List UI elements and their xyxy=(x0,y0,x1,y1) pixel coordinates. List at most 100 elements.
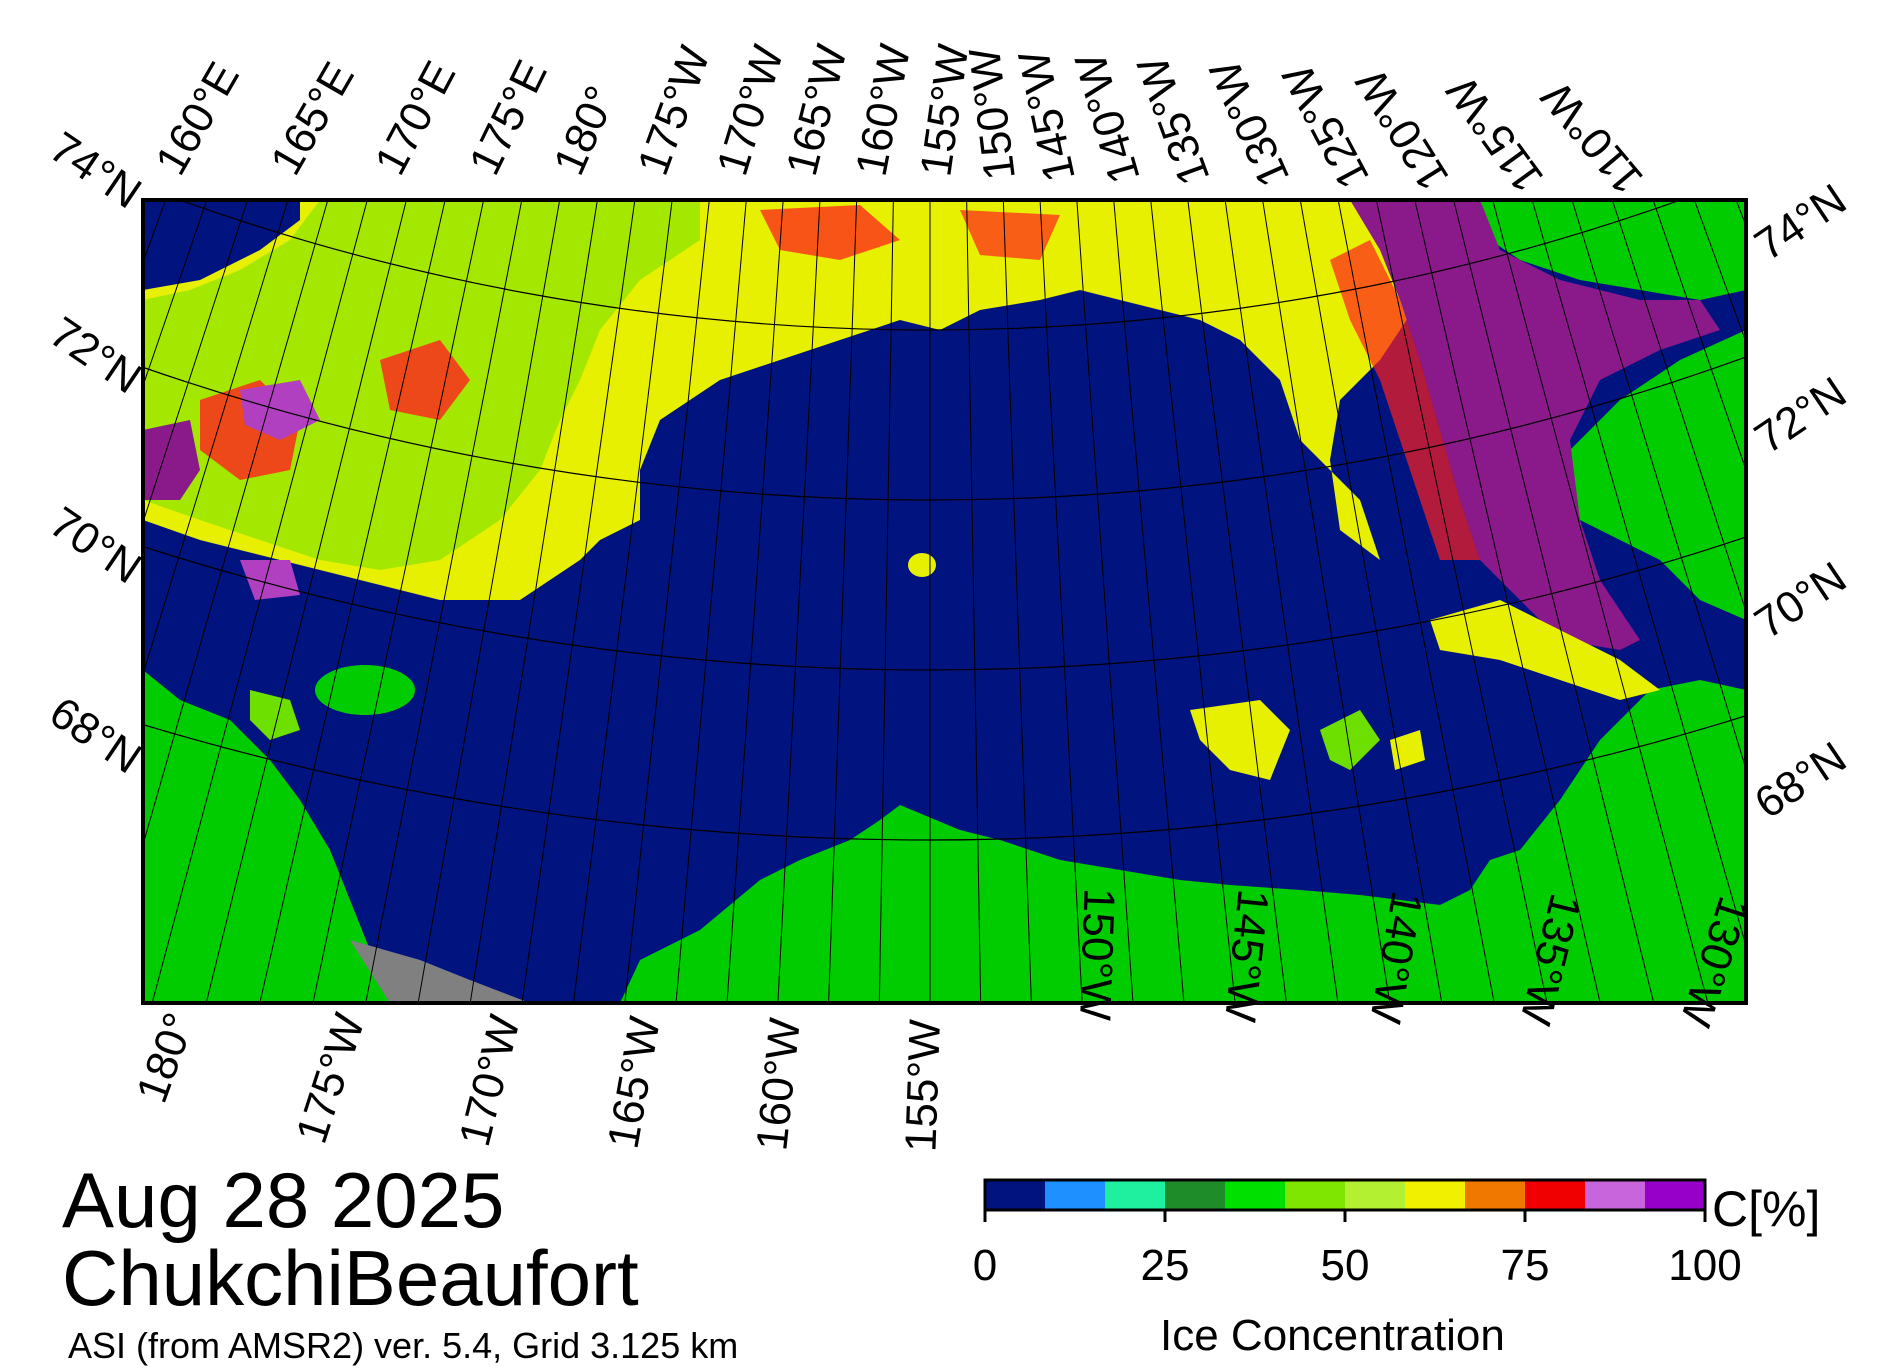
ice-floe-1 xyxy=(1190,700,1290,780)
ice-red-patch-3 xyxy=(760,205,900,260)
region-label: ChukchiBeaufort xyxy=(62,1234,639,1322)
meridian-line xyxy=(1531,200,1746,948)
colorbar-swatch xyxy=(1585,1180,1646,1210)
meridian-line xyxy=(1039,200,1083,1003)
ice-beaufort-purple xyxy=(1350,200,1720,650)
meridian-line xyxy=(1880,0,1890,871)
bottom-longitude-label: 165°W xyxy=(599,1013,670,1152)
left-latitude-label: 70°N xyxy=(41,498,150,594)
colorbar-tick-label: 25 xyxy=(1141,1241,1190,1290)
ice-floe-chukchi xyxy=(250,690,300,740)
colorbar: 0 25 50 75 100 xyxy=(973,1178,1742,1290)
meridian-line xyxy=(878,200,894,1003)
land-chukotka xyxy=(143,670,390,1003)
colorbar-swatch xyxy=(1405,1180,1466,1210)
right-latitude-label: 68°N xyxy=(1746,733,1855,829)
right-latitude-label: 72°N xyxy=(1746,368,1855,464)
ice-floe-small xyxy=(908,553,936,577)
meridian-line xyxy=(624,200,710,1003)
left-latitude-labels: 74°N 72°N 70°N 68°N xyxy=(41,123,150,784)
colorbar-swatch xyxy=(1645,1180,1706,1210)
meridian-line xyxy=(1492,200,1709,1003)
colorbar-tick-label: 50 xyxy=(1321,1241,1370,1290)
right-latitude-label: 74°N xyxy=(1746,175,1855,271)
bottom-longitude-label: 180° xyxy=(127,1007,204,1109)
meridian-line xyxy=(365,200,523,1003)
meridian-line xyxy=(1337,200,1495,1003)
bottom-longitude-label: 160°W xyxy=(747,1015,810,1152)
land-alaska-north-slope xyxy=(620,680,1746,1003)
ice-red-patch-2 xyxy=(380,340,470,420)
right-latitude-label: 70°N xyxy=(1746,553,1855,649)
left-latitude-label: 72°N xyxy=(41,308,150,404)
meridian-line xyxy=(151,200,368,1003)
colorbar-swatch xyxy=(1225,1180,1286,1210)
colorbar-tick-label: 100 xyxy=(1668,1241,1741,1290)
meridian-line xyxy=(1224,200,1339,1003)
top-longitude-label: 160°W xyxy=(847,40,920,180)
top-longitude-label: 160°E xyxy=(146,54,249,183)
meridian-line xyxy=(1002,200,1032,1003)
colorbar-unit: C[%] xyxy=(1712,1181,1821,1237)
product-label: ASI (from AMSR2) ver. 5.4, Grid 3.125 km xyxy=(68,1325,739,1366)
meridian-line xyxy=(143,200,289,676)
ice-beaufort-red-edge xyxy=(1330,240,1480,560)
ice-red-patch-4 xyxy=(960,210,1060,260)
meridian-line xyxy=(1375,200,1548,1003)
land-mask-gray xyxy=(350,940,530,1003)
colorbar-swatch xyxy=(1105,1180,1166,1210)
meridian-line xyxy=(521,200,636,1003)
meridian-line xyxy=(1851,0,1890,899)
meridian-line xyxy=(1763,0,1890,976)
top-longitude-label: 170°E xyxy=(366,53,466,182)
meridian-line xyxy=(1076,200,1134,1003)
bottom-longitude-label: 175°W xyxy=(287,1008,375,1150)
meridian-line xyxy=(1611,200,1746,614)
top-longitude-label: 175°W xyxy=(628,40,720,182)
bottom-longitude-label: 170°W xyxy=(450,1010,530,1151)
meridian-line xyxy=(1150,200,1236,1003)
ice-beaufort-southern-band xyxy=(1430,600,1660,700)
ice-purple-patch-left xyxy=(143,420,200,500)
meridian-line xyxy=(1453,200,1655,1003)
colorbar-swatch xyxy=(1525,1180,1586,1210)
top-longitude-label: 175°E xyxy=(460,53,557,183)
colorbar-swatch xyxy=(1345,1180,1406,1210)
colorbar-tick-label: 0 xyxy=(973,1241,997,1290)
meridian-line xyxy=(143,200,329,847)
graticule xyxy=(0,0,1890,1003)
meridian-line xyxy=(1299,200,1443,1003)
meridian-line xyxy=(0,0,9,899)
meridian-line xyxy=(259,200,446,1003)
meridian-line xyxy=(1571,200,1746,771)
left-latitude-label: 68°N xyxy=(41,688,150,784)
meridian-line xyxy=(966,200,982,1003)
land-banks-island xyxy=(1560,330,1746,620)
meridian-line xyxy=(1414,200,1601,1003)
land-canada-northeast xyxy=(1480,200,1746,300)
meridian-line xyxy=(312,200,485,1003)
ice-purple-patch-3 xyxy=(240,560,300,600)
bottom-longitude-label: 155°W xyxy=(896,1018,950,1153)
ice-floe-2 xyxy=(1320,710,1380,770)
meridian-line xyxy=(726,200,784,1003)
meridian-line xyxy=(675,200,747,1003)
date-label: Aug 28 2025 xyxy=(62,1156,505,1244)
top-longitude-label: 165°E xyxy=(261,54,364,183)
meridian-line xyxy=(469,200,598,1003)
colorbar-swatch xyxy=(1165,1180,1226,1210)
meridian-line xyxy=(0,0,38,925)
colorbar-swatch xyxy=(985,1180,1046,1210)
bottom-longitude-label: 150°W xyxy=(1070,887,1124,1022)
top-longitude-label: 110°W xyxy=(1532,72,1653,203)
meridian-line xyxy=(417,200,561,1003)
colorbar-tick-label: 75 xyxy=(1501,1241,1550,1290)
colorbar-title: Ice Concentration xyxy=(1160,1311,1505,1360)
meridian-line xyxy=(1262,200,1391,1003)
meridian-line xyxy=(205,200,407,1003)
meridian-line xyxy=(1793,0,1890,951)
colorbar-swatch xyxy=(1285,1180,1346,1210)
meridian-line xyxy=(1113,200,1185,1003)
